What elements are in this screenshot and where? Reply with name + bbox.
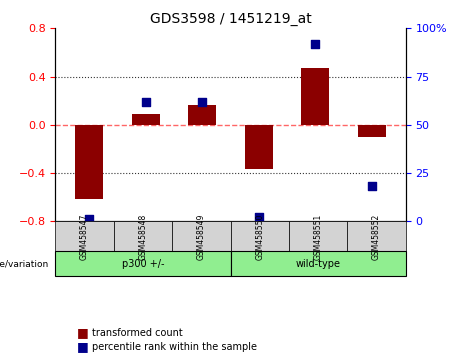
Text: GSM458547: GSM458547 bbox=[80, 213, 89, 260]
Bar bbox=[358, 125, 386, 137]
Title: GDS3598 / 1451219_at: GDS3598 / 1451219_at bbox=[150, 12, 311, 26]
Point bbox=[86, 216, 93, 222]
FancyBboxPatch shape bbox=[55, 221, 114, 251]
FancyBboxPatch shape bbox=[55, 251, 230, 276]
Text: GSM458551: GSM458551 bbox=[313, 213, 323, 259]
Text: p300 +/-: p300 +/- bbox=[122, 259, 164, 269]
FancyBboxPatch shape bbox=[230, 221, 289, 251]
Point bbox=[368, 183, 375, 189]
Text: wild-type: wild-type bbox=[296, 259, 341, 269]
FancyBboxPatch shape bbox=[230, 251, 406, 276]
Text: GSM458550: GSM458550 bbox=[255, 213, 264, 260]
FancyBboxPatch shape bbox=[172, 221, 230, 251]
Text: GSM458548: GSM458548 bbox=[138, 213, 148, 259]
Bar bbox=[131, 114, 160, 125]
Text: GSM458552: GSM458552 bbox=[372, 213, 381, 259]
Bar bbox=[75, 125, 103, 199]
Text: ■: ■ bbox=[77, 326, 89, 339]
FancyBboxPatch shape bbox=[289, 221, 347, 251]
Text: transformed count: transformed count bbox=[92, 328, 183, 338]
Text: percentile rank within the sample: percentile rank within the sample bbox=[92, 342, 257, 352]
Point bbox=[199, 99, 206, 104]
Bar bbox=[301, 68, 330, 125]
Text: GSM458549: GSM458549 bbox=[197, 213, 206, 260]
Bar bbox=[245, 125, 273, 169]
FancyBboxPatch shape bbox=[347, 221, 406, 251]
Text: genotype/variation: genotype/variation bbox=[0, 259, 48, 268]
Point bbox=[255, 215, 262, 220]
Bar bbox=[188, 105, 216, 125]
Point bbox=[312, 41, 319, 47]
FancyBboxPatch shape bbox=[114, 221, 172, 251]
Point bbox=[142, 99, 149, 104]
Text: ■: ■ bbox=[77, 341, 89, 353]
